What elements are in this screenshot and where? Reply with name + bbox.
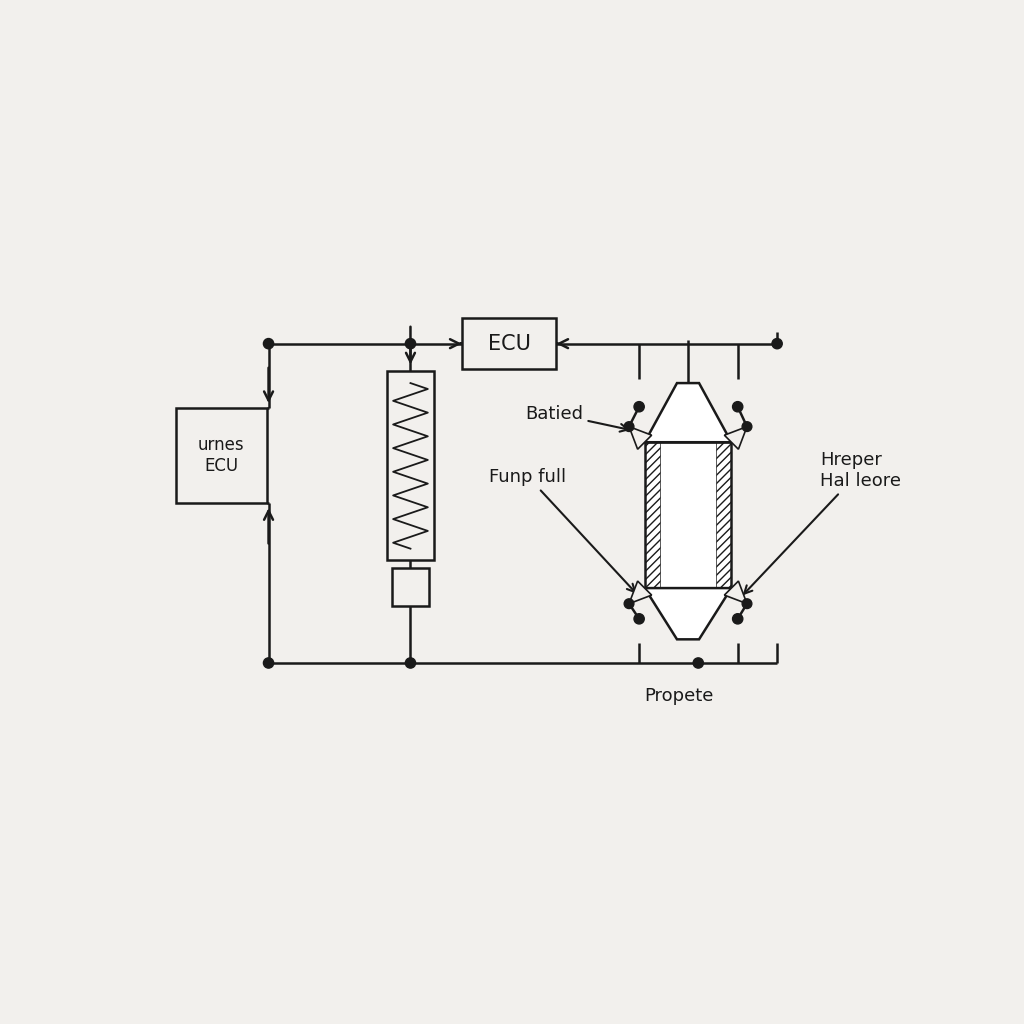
Bar (645, 442, 731, 588)
Bar (391, 568, 429, 606)
Circle shape (634, 613, 644, 624)
Bar (462, 318, 556, 370)
Circle shape (732, 401, 742, 412)
Text: Funp full: Funp full (489, 468, 635, 592)
Polygon shape (645, 588, 731, 639)
Circle shape (406, 339, 416, 349)
Polygon shape (629, 427, 651, 450)
Circle shape (732, 613, 742, 624)
Circle shape (693, 657, 703, 668)
Circle shape (625, 422, 634, 431)
Bar (645, 442, 660, 588)
Circle shape (263, 339, 273, 349)
Circle shape (634, 401, 644, 412)
Circle shape (263, 657, 273, 668)
Polygon shape (724, 427, 746, 450)
Text: Propete: Propete (644, 687, 714, 705)
Bar (716, 442, 731, 588)
Text: urnes
ECU: urnes ECU (198, 436, 245, 475)
Circle shape (742, 422, 752, 431)
Bar (387, 372, 434, 560)
Polygon shape (724, 581, 746, 604)
Circle shape (742, 599, 752, 608)
Polygon shape (629, 581, 651, 604)
Circle shape (625, 599, 634, 608)
Text: Hreper
Hal leore: Hreper Hal leore (744, 451, 901, 594)
Circle shape (406, 657, 416, 668)
Circle shape (772, 339, 782, 349)
Bar (176, 409, 266, 503)
Polygon shape (645, 383, 731, 442)
Text: Batied: Batied (524, 404, 628, 432)
Text: ECU: ECU (487, 334, 530, 353)
